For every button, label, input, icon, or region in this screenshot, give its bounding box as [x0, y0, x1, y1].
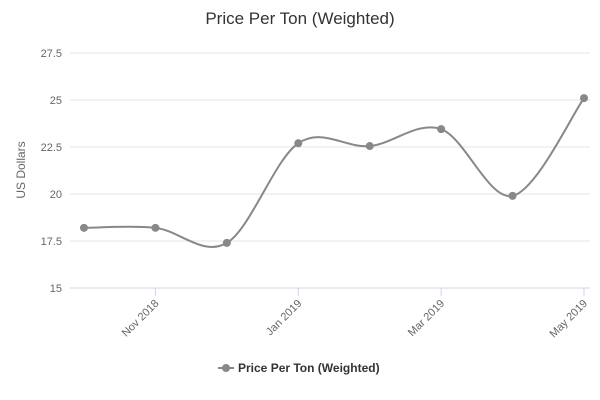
point [294, 139, 303, 148]
point [437, 125, 446, 134]
chart-title: Price Per Ton (Weighted) [205, 9, 394, 28]
point [365, 142, 374, 151]
point [508, 191, 517, 200]
y-tick-label: 17.5 [41, 236, 62, 248]
point [80, 223, 88, 232]
y-tick-label: 25 [50, 95, 62, 107]
x-tick-label: Nov 2018 [120, 298, 162, 340]
y-axis-label: US Dollars [14, 141, 28, 198]
line [83, 97, 585, 248]
point [580, 94, 588, 103]
y-tick-label: 20 [50, 189, 62, 201]
y-tick-label: 22.5 [41, 142, 62, 154]
x-tick-label: May 2019 [547, 298, 590, 341]
y-tick-label: 15 [50, 283, 62, 295]
legend-label: Price Per Ton (Weighted) [238, 361, 380, 375]
x-tick-label: Jan 2019 [264, 298, 304, 338]
point [222, 238, 231, 247]
y-tick-label: 27.5 [41, 48, 62, 60]
x-tick-label: Mar 2019 [406, 298, 447, 339]
point [151, 223, 160, 232]
legend-marker [222, 364, 230, 372]
